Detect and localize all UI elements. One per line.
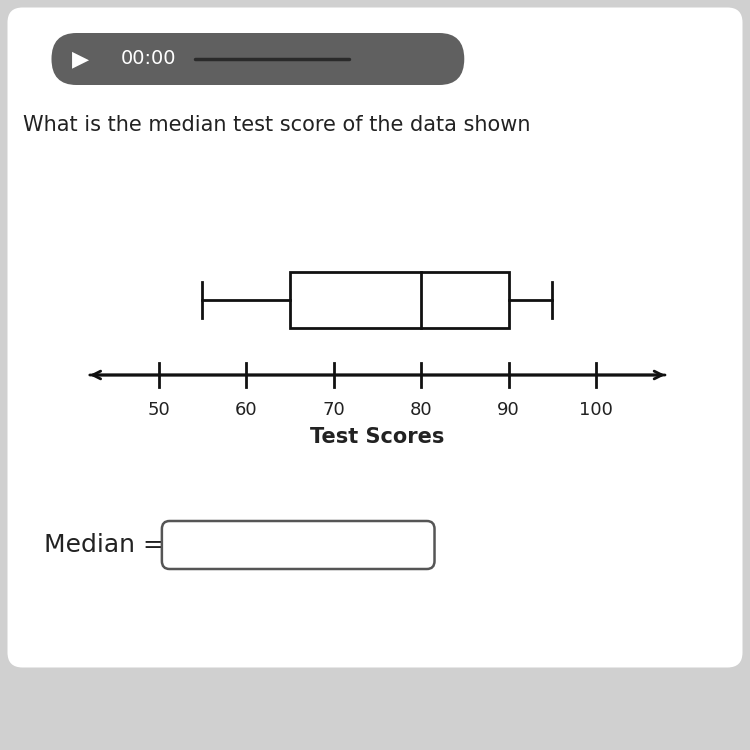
Text: 50: 50	[147, 401, 170, 419]
FancyBboxPatch shape	[52, 33, 464, 85]
Text: 60: 60	[235, 401, 257, 419]
Text: Median =: Median =	[44, 533, 164, 557]
FancyBboxPatch shape	[162, 521, 434, 569]
Text: 90: 90	[497, 401, 520, 419]
Text: What is the median test score of the data shown: What is the median test score of the dat…	[22, 115, 530, 135]
Text: Test Scores: Test Scores	[310, 427, 445, 447]
Bar	[290, 272, 508, 328]
Text: 100: 100	[579, 401, 613, 419]
Text: ▶: ▶	[72, 49, 88, 69]
Text: 70: 70	[322, 401, 345, 419]
Text: 80: 80	[410, 401, 433, 419]
Text: 00:00: 00:00	[121, 50, 176, 68]
